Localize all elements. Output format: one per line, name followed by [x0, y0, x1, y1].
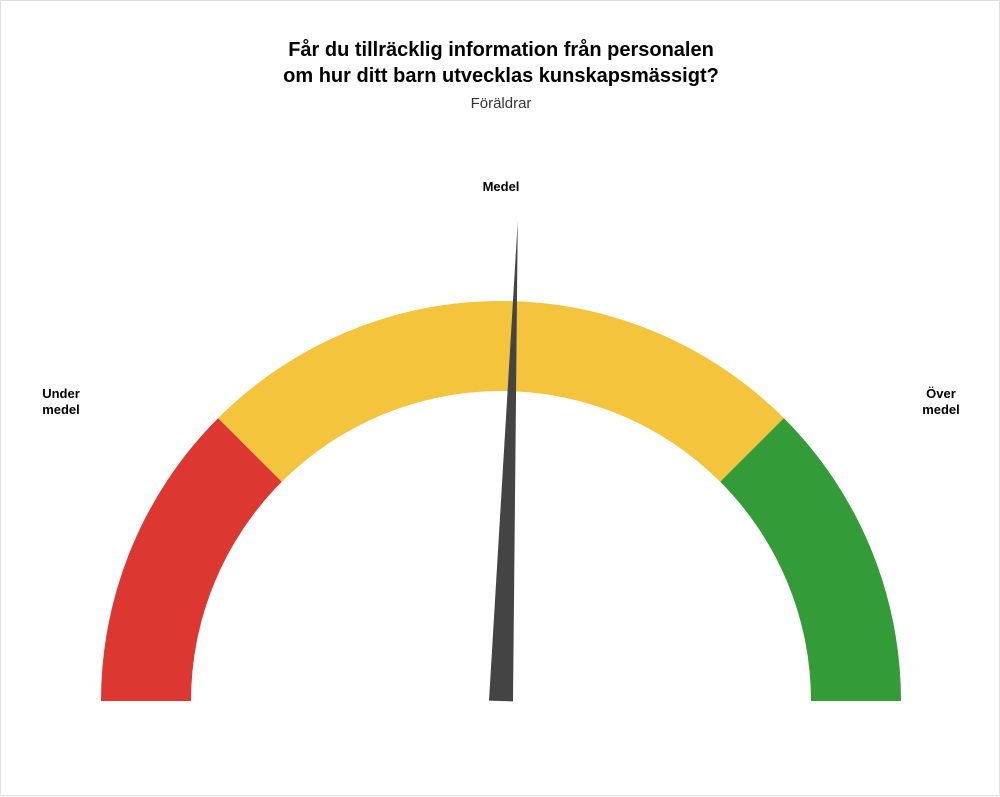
chart-frame: Får du tillräcklig information från pers…: [0, 0, 1000, 796]
gauge-segment-1: [218, 301, 784, 482]
gauge-label-over-medel: Över medel: [891, 386, 991, 419]
gauge-segment-0: [101, 418, 282, 701]
gauge-segment-2: [720, 418, 901, 701]
gauge-label-under-medel: Under medel: [11, 386, 111, 419]
gauge-label-medel: Medel: [451, 179, 551, 195]
gauge-needle: [489, 221, 518, 701]
gauge-chart: [1, 1, 1000, 797]
